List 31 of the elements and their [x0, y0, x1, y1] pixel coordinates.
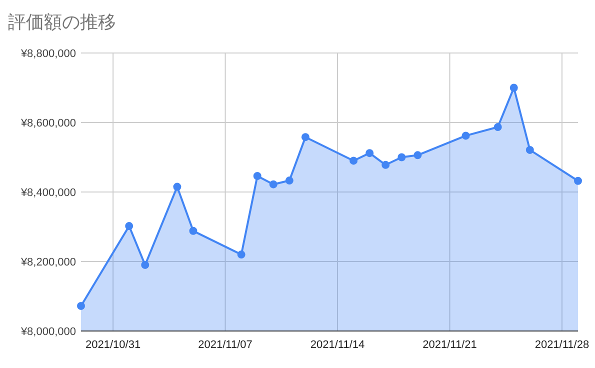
- point: [494, 123, 502, 132]
- point: [462, 132, 470, 140]
- y-tick-label: ¥8,600,000: [20, 118, 76, 130]
- y-tick-label: ¥8,400,000: [20, 187, 76, 199]
- point: [141, 260, 150, 269]
- point: [77, 302, 85, 310]
- point: [253, 172, 262, 180]
- chart-title: 評価額の推移: [8, 12, 116, 32]
- y-tick-label: ¥8,200,000: [20, 256, 76, 268]
- point: [382, 160, 390, 169]
- x-tick-label: 2021/11/21: [422, 339, 477, 351]
- x-tick-label: 2021/10/31: [86, 339, 141, 351]
- point: [526, 146, 534, 154]
- point: [301, 133, 310, 142]
- point: [398, 153, 406, 162]
- x-tick-label: 2021/11/07: [198, 339, 252, 351]
- point: [414, 151, 422, 160]
- point: [285, 176, 294, 185]
- point: [366, 149, 374, 158]
- point: [237, 250, 246, 259]
- point: [350, 156, 358, 165]
- point: [510, 84, 518, 92]
- x-tick-label: 2021/11/14: [310, 339, 365, 351]
- point: [173, 182, 182, 191]
- y-tick-label: ¥8,800,000: [20, 48, 76, 60]
- y-tick-label: ¥8,000,000: [20, 326, 76, 338]
- point: [125, 222, 134, 230]
- point: [189, 226, 198, 235]
- x-tick-label: 2021/11/28: [534, 339, 590, 351]
- point: [574, 176, 582, 185]
- point: [269, 180, 278, 188]
